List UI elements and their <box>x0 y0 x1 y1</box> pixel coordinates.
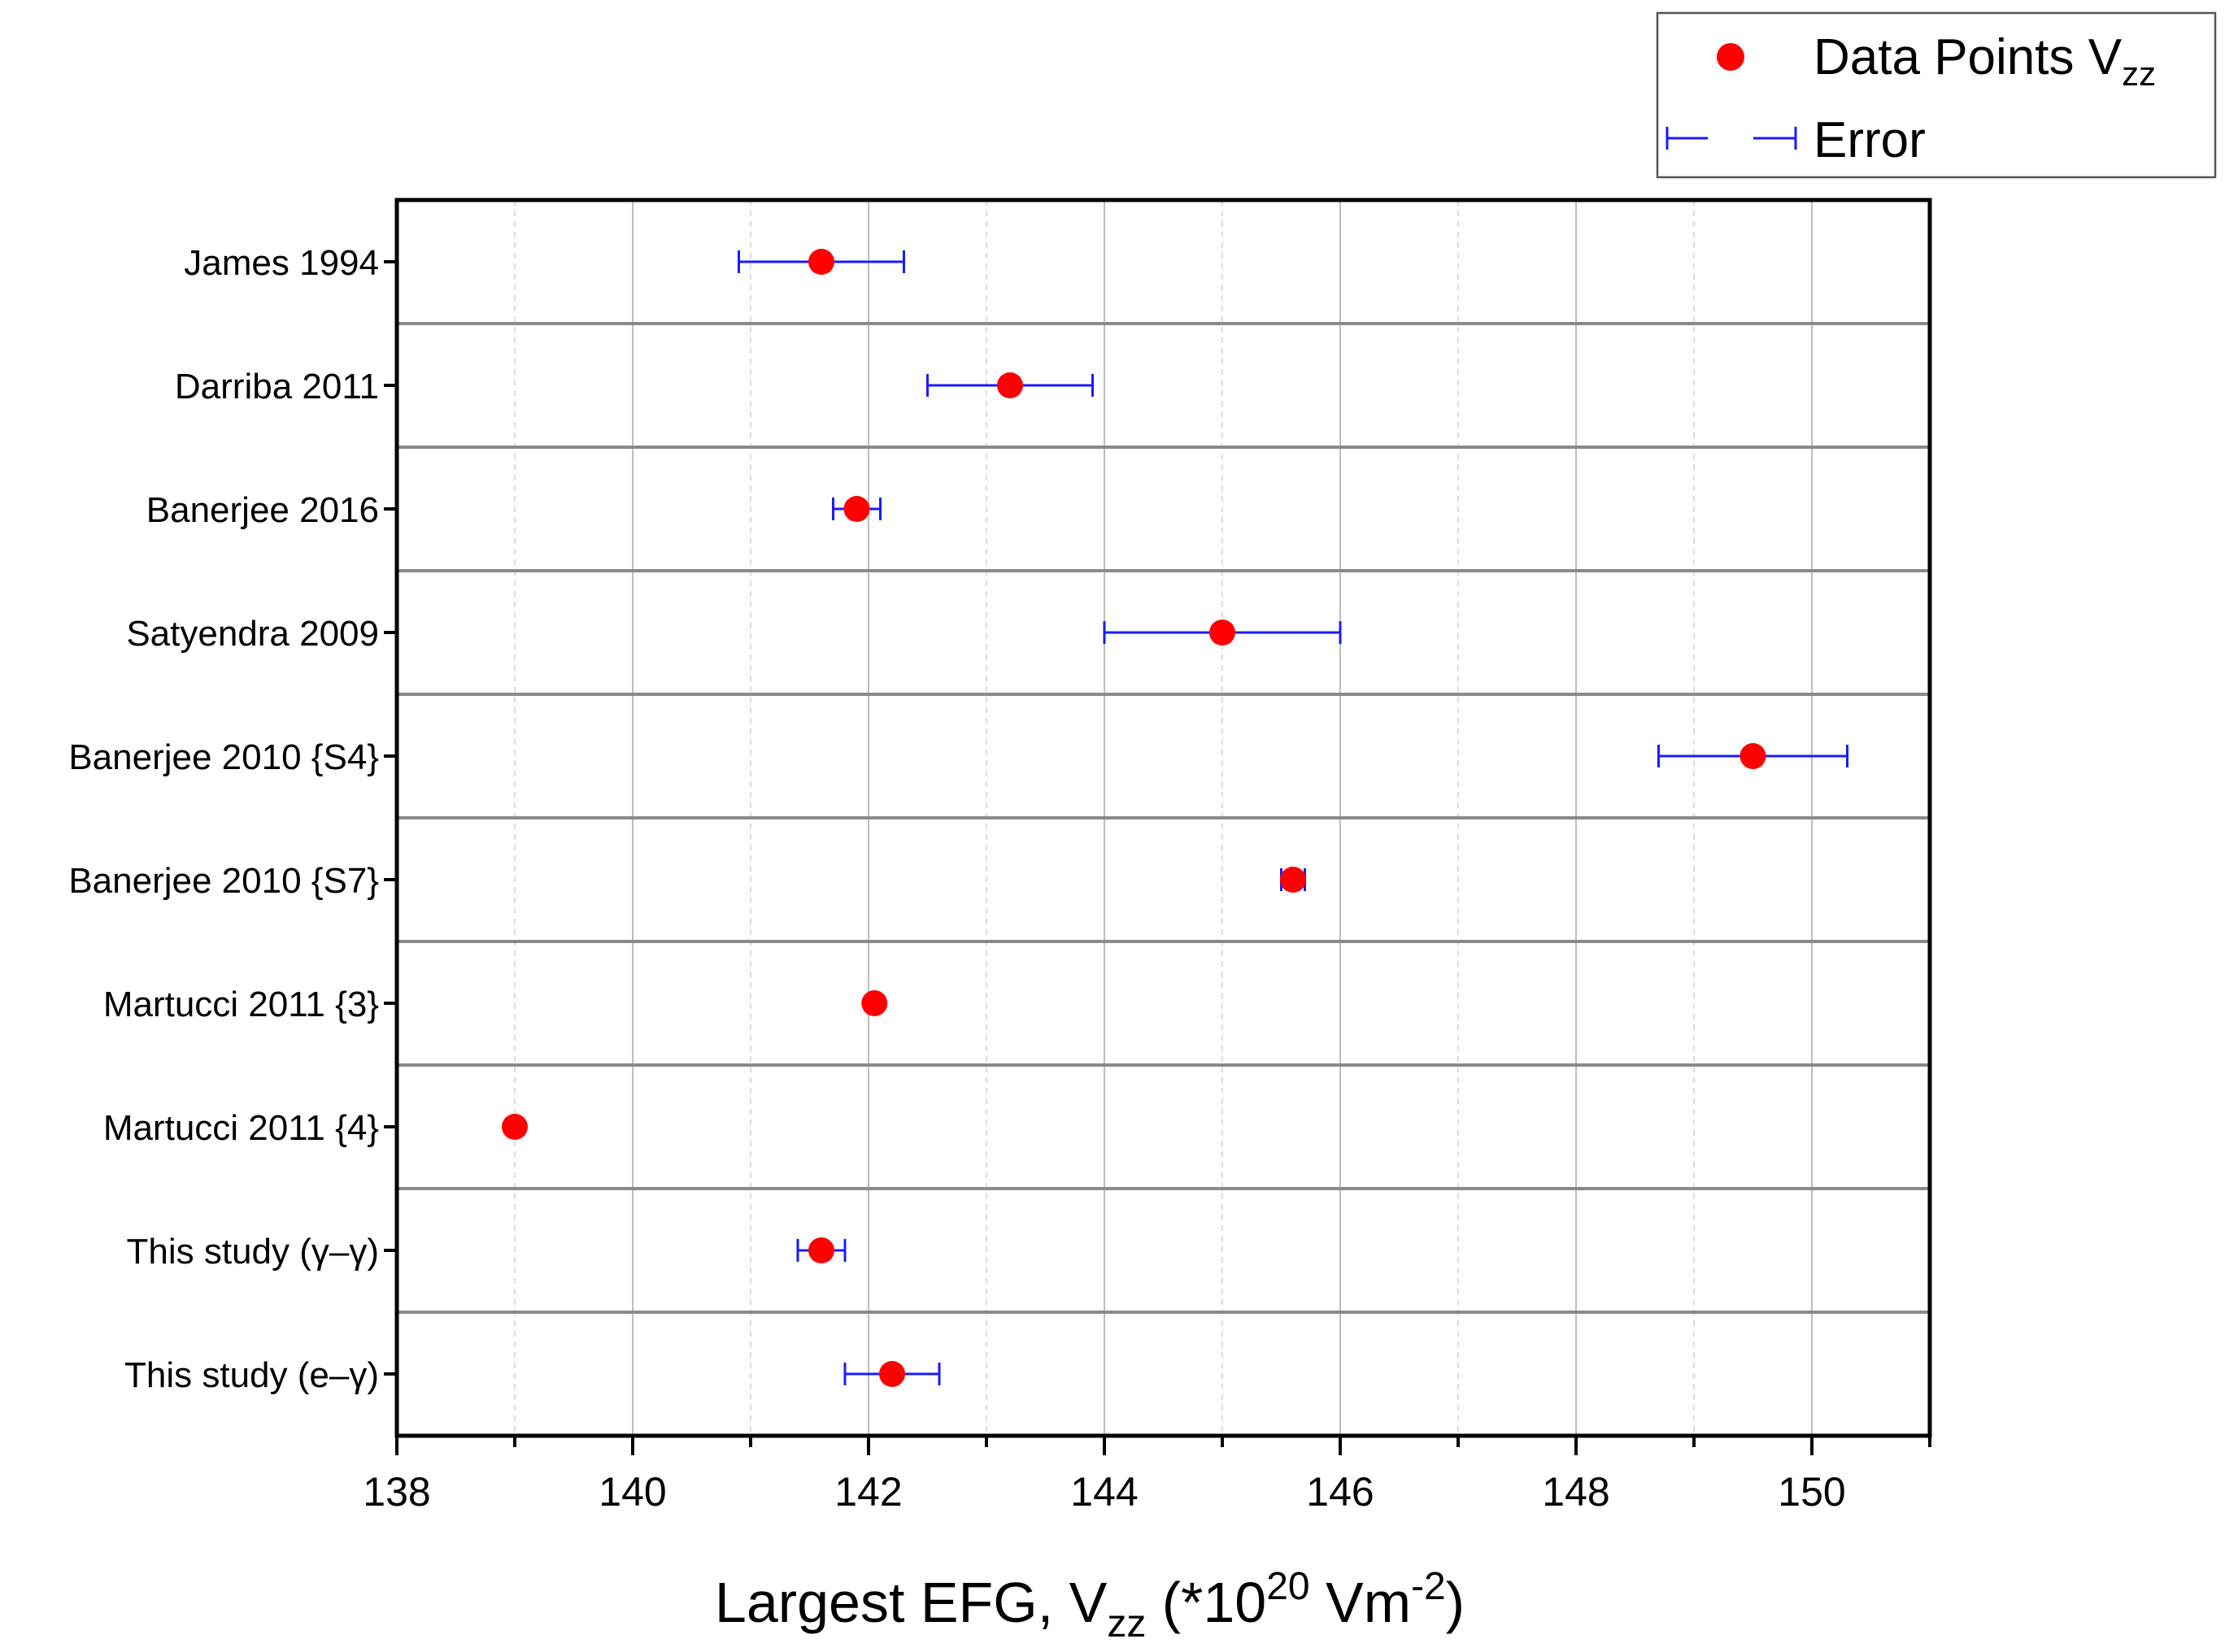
data-point <box>843 496 870 522</box>
data-point <box>808 1237 834 1263</box>
data-point <box>1209 620 1235 646</box>
x-tick-label: 138 <box>363 1469 430 1515</box>
plot-frame <box>394 198 1932 1438</box>
legend-error-marker <box>1665 127 1797 150</box>
category-label: Darriba 2011 <box>175 367 379 406</box>
category-label: This study (γ–γ) <box>126 1232 379 1272</box>
category-label: Martucci 2011 {3} <box>103 985 379 1024</box>
x-tick-label: 144 <box>1070 1469 1138 1515</box>
legend: Data Points Vzz Error <box>1656 11 2217 179</box>
category-label: Banerjee 2010 {S7} <box>68 861 379 901</box>
data-point <box>808 249 834 275</box>
legend-error-label: Error <box>1814 112 1926 168</box>
category-labels: James 1994 Darriba 2011 Banerjee 2016 Satye… <box>68 243 397 1395</box>
legend-points-label: Data Points Vzz <box>1814 29 2156 93</box>
x-axis-title: Largest EFG, Vzz (*1020 Vm-2) <box>715 1565 1465 1645</box>
legend-point-marker <box>1717 43 1744 71</box>
data-points <box>502 249 1766 1387</box>
data-point <box>879 1361 905 1387</box>
row-separators <box>397 322 1930 1314</box>
x-tick-label: 148 <box>1542 1469 1609 1515</box>
category-label: Banerjee 2010 {S4} <box>68 737 379 777</box>
x-axis-ticks: 138 140 142 144 146 148 150 <box>363 1436 1931 1515</box>
data-point <box>997 372 1023 398</box>
category-label: Martucci 2011 {4} <box>103 1108 379 1148</box>
data-point <box>861 990 888 1016</box>
x-tick-label: 146 <box>1306 1469 1374 1515</box>
category-label: This study (e–γ) <box>124 1355 379 1395</box>
legend-box <box>1656 11 2217 179</box>
data-point <box>1740 743 1766 769</box>
data-point <box>502 1114 528 1140</box>
category-label: Satyendra 2009 <box>126 614 379 654</box>
x-tick-label: 140 <box>599 1469 666 1515</box>
category-label: James 1994 <box>184 243 379 283</box>
x-tick-label: 150 <box>1778 1469 1845 1515</box>
category-label: Banerjee 2016 <box>146 490 379 530</box>
x-tick-label: 142 <box>834 1469 902 1515</box>
data-point <box>1280 867 1306 893</box>
